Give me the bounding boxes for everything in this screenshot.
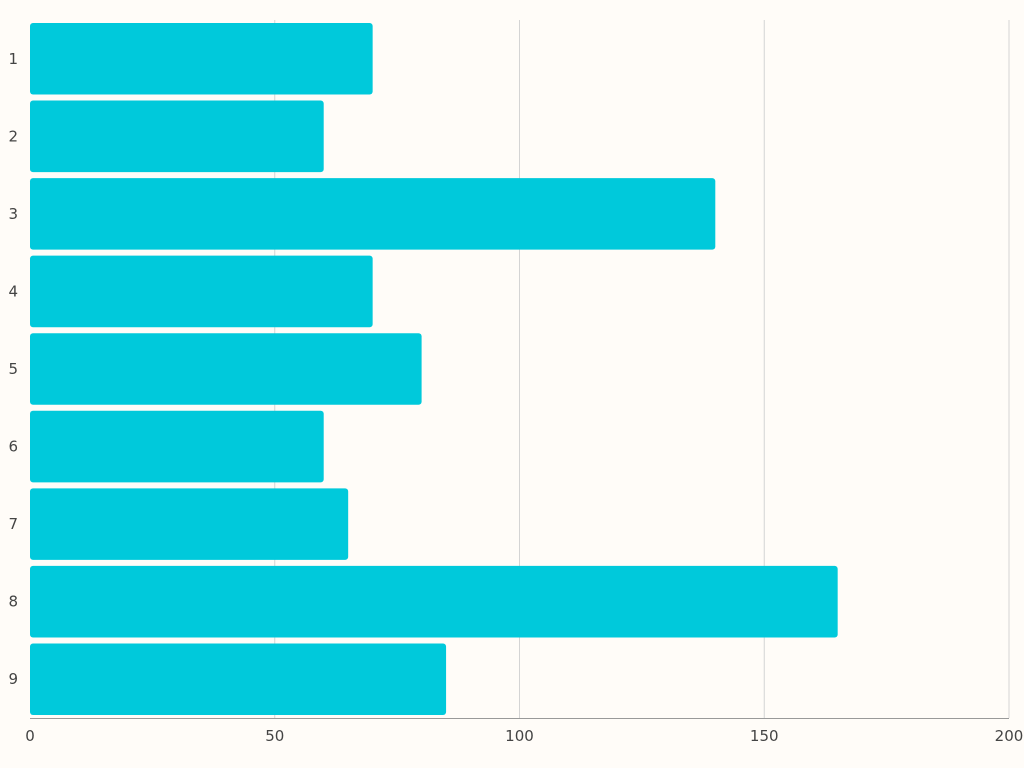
y-tick-label: 6 xyxy=(8,438,18,456)
y-tick-label: 9 xyxy=(8,670,18,688)
y-tick-label: 3 xyxy=(8,205,18,223)
bar xyxy=(30,255,373,328)
bar xyxy=(30,333,422,405)
bar xyxy=(30,643,447,715)
y-axis-ticks: 1 2 3 4 5 6 7 8 9 xyxy=(8,50,18,688)
y-tick-label: 8 xyxy=(8,593,18,611)
bar xyxy=(30,565,838,638)
x-tick-label: 100 xyxy=(505,727,534,745)
y-tick-label: 4 xyxy=(8,282,18,300)
bar xyxy=(30,23,373,95)
x-axis-ticks: 0 50 100 150 200 xyxy=(25,727,1023,745)
bars xyxy=(30,23,838,715)
bar xyxy=(30,100,324,173)
y-tick-label: 5 xyxy=(8,360,18,378)
bar xyxy=(30,178,716,250)
x-tick-label: 0 xyxy=(25,727,35,745)
y-tick-label: 2 xyxy=(8,127,18,145)
y-tick-label: 7 xyxy=(8,515,18,533)
bar xyxy=(30,488,349,560)
x-tick-label: 200 xyxy=(995,727,1024,745)
x-tick-label: 150 xyxy=(750,727,779,745)
bar xyxy=(30,410,324,483)
y-tick-label: 1 xyxy=(8,50,18,68)
x-tick-label: 50 xyxy=(265,727,284,745)
